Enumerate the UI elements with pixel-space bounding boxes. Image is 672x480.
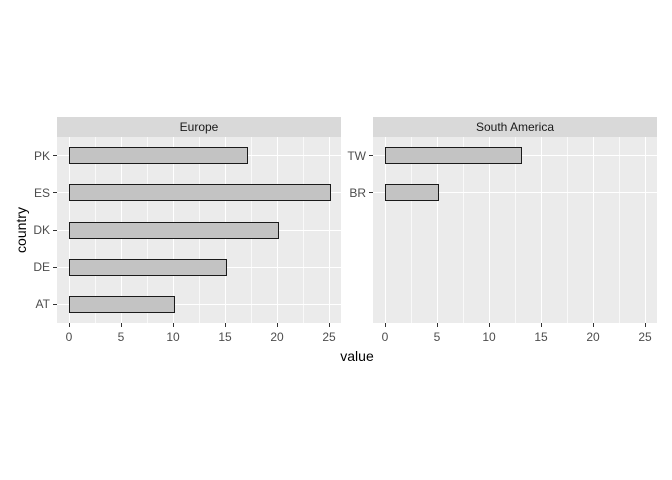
x-axis-tick [328, 323, 330, 327]
y-axis-tick [53, 303, 57, 305]
bar-south-america-br [385, 184, 439, 202]
gridline-major-vertical [592, 137, 594, 323]
y-tick-label: TW [347, 148, 366, 163]
y-axis-tick [53, 155, 57, 157]
gridline-major-vertical [488, 137, 490, 323]
bar-europe-es [69, 184, 331, 202]
y-tick-label: PK [33, 148, 50, 163]
y-tick-label: DE [33, 260, 50, 275]
gridline-major-horizontal [57, 303, 341, 305]
x-axis-tick [384, 323, 386, 327]
y-tick-label: DK [33, 223, 50, 237]
facet-strip-south-america: South America [373, 117, 657, 137]
gridline-minor-vertical [462, 137, 464, 323]
x-axis-tick [276, 323, 278, 327]
gridline-major-vertical [436, 137, 438, 323]
bar-europe-pk [69, 147, 248, 165]
x-axis-tick [68, 323, 70, 327]
gridline-minor-vertical [618, 137, 620, 323]
gridline-minor-vertical [566, 137, 568, 323]
x-axis-tick [436, 323, 438, 327]
x-tick-label: 10 [482, 330, 496, 344]
gridline-minor-vertical [514, 137, 516, 323]
gridline-major-vertical [540, 137, 542, 323]
y-tick-label: ES [33, 185, 50, 200]
x-axis-tick [224, 323, 226, 327]
facet-strip-label: Europe [179, 120, 219, 134]
x-axis-tick [592, 323, 594, 327]
y-axis-tick [53, 192, 57, 194]
x-axis-tick [488, 323, 490, 327]
x-tick-label: 5 [433, 330, 441, 344]
y-axis-tick [53, 266, 57, 268]
facet-strip-label: South America [475, 120, 555, 134]
gridline-major-horizontal [373, 192, 657, 194]
x-tick-label: 25 [322, 330, 336, 344]
x-axis-tick [172, 323, 174, 327]
gridline-minor-vertical [410, 137, 412, 323]
gridline-major-vertical [644, 137, 646, 323]
x-axis-tick [540, 323, 542, 327]
x-tick-label: 20 [270, 330, 284, 344]
bar-south-america-tw [385, 147, 523, 165]
bar-europe-dk [69, 221, 279, 239]
x-axis-tick [120, 323, 122, 327]
facet-panel-europe: PK ES DK DE AT 0 5 10 15 20 25 [33, 137, 341, 344]
y-axis-tick [369, 192, 373, 194]
y-axis-title: country [13, 207, 29, 253]
x-tick-label: 5 [117, 330, 125, 344]
bar-europe-at [69, 295, 175, 313]
x-tick-label: 10 [166, 330, 180, 344]
y-tick-label: BR [349, 185, 366, 200]
x-tick-label: 15 [218, 330, 232, 344]
x-axis-title: value [340, 348, 374, 364]
x-tick-label: 15 [534, 330, 548, 344]
facet-strip-europe: Europe [57, 117, 341, 137]
y-axis-tick [369, 155, 373, 157]
gridline-major-vertical [384, 137, 386, 323]
facet-panel-south-america: TW BR 0 5 10 15 20 25 [347, 137, 657, 344]
x-tick-label: 25 [638, 330, 652, 344]
x-axis-tick [644, 323, 646, 327]
bar-europe-de [69, 258, 227, 276]
x-tick-label: 0 [65, 330, 73, 344]
x-tick-label: 20 [586, 330, 600, 344]
x-tick-label: 0 [381, 330, 389, 344]
y-axis-tick [53, 229, 57, 231]
y-tick-label: AT [35, 297, 50, 312]
